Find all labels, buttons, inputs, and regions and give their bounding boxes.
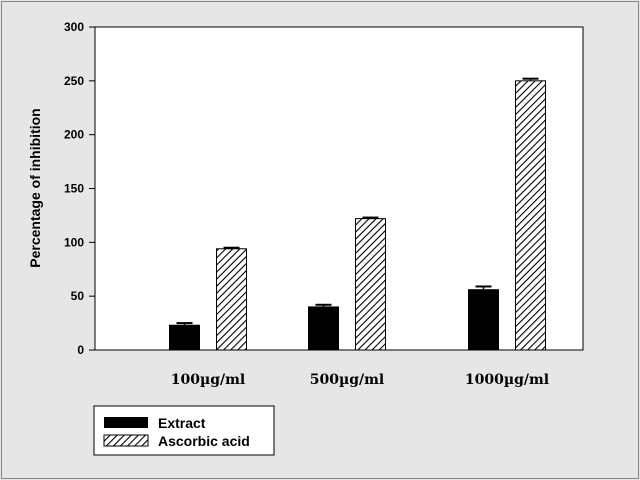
- legend-swatch-ascorbic-acid: [103, 434, 149, 447]
- legend-box: [93, 405, 275, 456]
- plot-area: [94, 26, 584, 351]
- bars: [169, 77, 546, 351]
- x-category-label-1: 500µg/ml: [310, 372, 385, 388]
- y-tick-label-0: 0: [77, 343, 84, 357]
- bar-series-1-cat-0: [216, 248, 247, 351]
- y-axis-title: Percentage of inhibition: [27, 108, 43, 267]
- x-category-label-0: 100µg/ml: [171, 372, 246, 388]
- y-axis: 0 50 100 150 200 250 300: [64, 20, 95, 357]
- y-tick-label-1: 50: [71, 289, 85, 303]
- y-tick-label-4: 200: [64, 128, 84, 142]
- bar-series-1-cat-2: [515, 80, 546, 351]
- bar-series-1-cat-1: [355, 218, 386, 351]
- legend-label-extract: Extract: [158, 415, 206, 431]
- bar-series-0-cat-2: [468, 289, 499, 351]
- y-tick-label-5: 250: [64, 74, 84, 88]
- x-category-label-2: 1000µg/ml: [465, 372, 549, 388]
- legend-swatch-extract: [104, 417, 148, 428]
- bar-series-0-cat-0: [169, 324, 200, 351]
- y-tick-label-2: 100: [64, 235, 84, 249]
- legend: Extract Ascorbic acid: [93, 405, 275, 456]
- legend-label-ascorbic-acid: Ascorbic acid: [158, 433, 250, 449]
- y-tick-label-6: 300: [64, 20, 84, 34]
- x-axis-labels: 100µg/ml 500µg/ml 1000µg/ml: [171, 372, 549, 388]
- bar-series-0-cat-1: [308, 306, 339, 351]
- y-tick-label-3: 150: [64, 182, 84, 196]
